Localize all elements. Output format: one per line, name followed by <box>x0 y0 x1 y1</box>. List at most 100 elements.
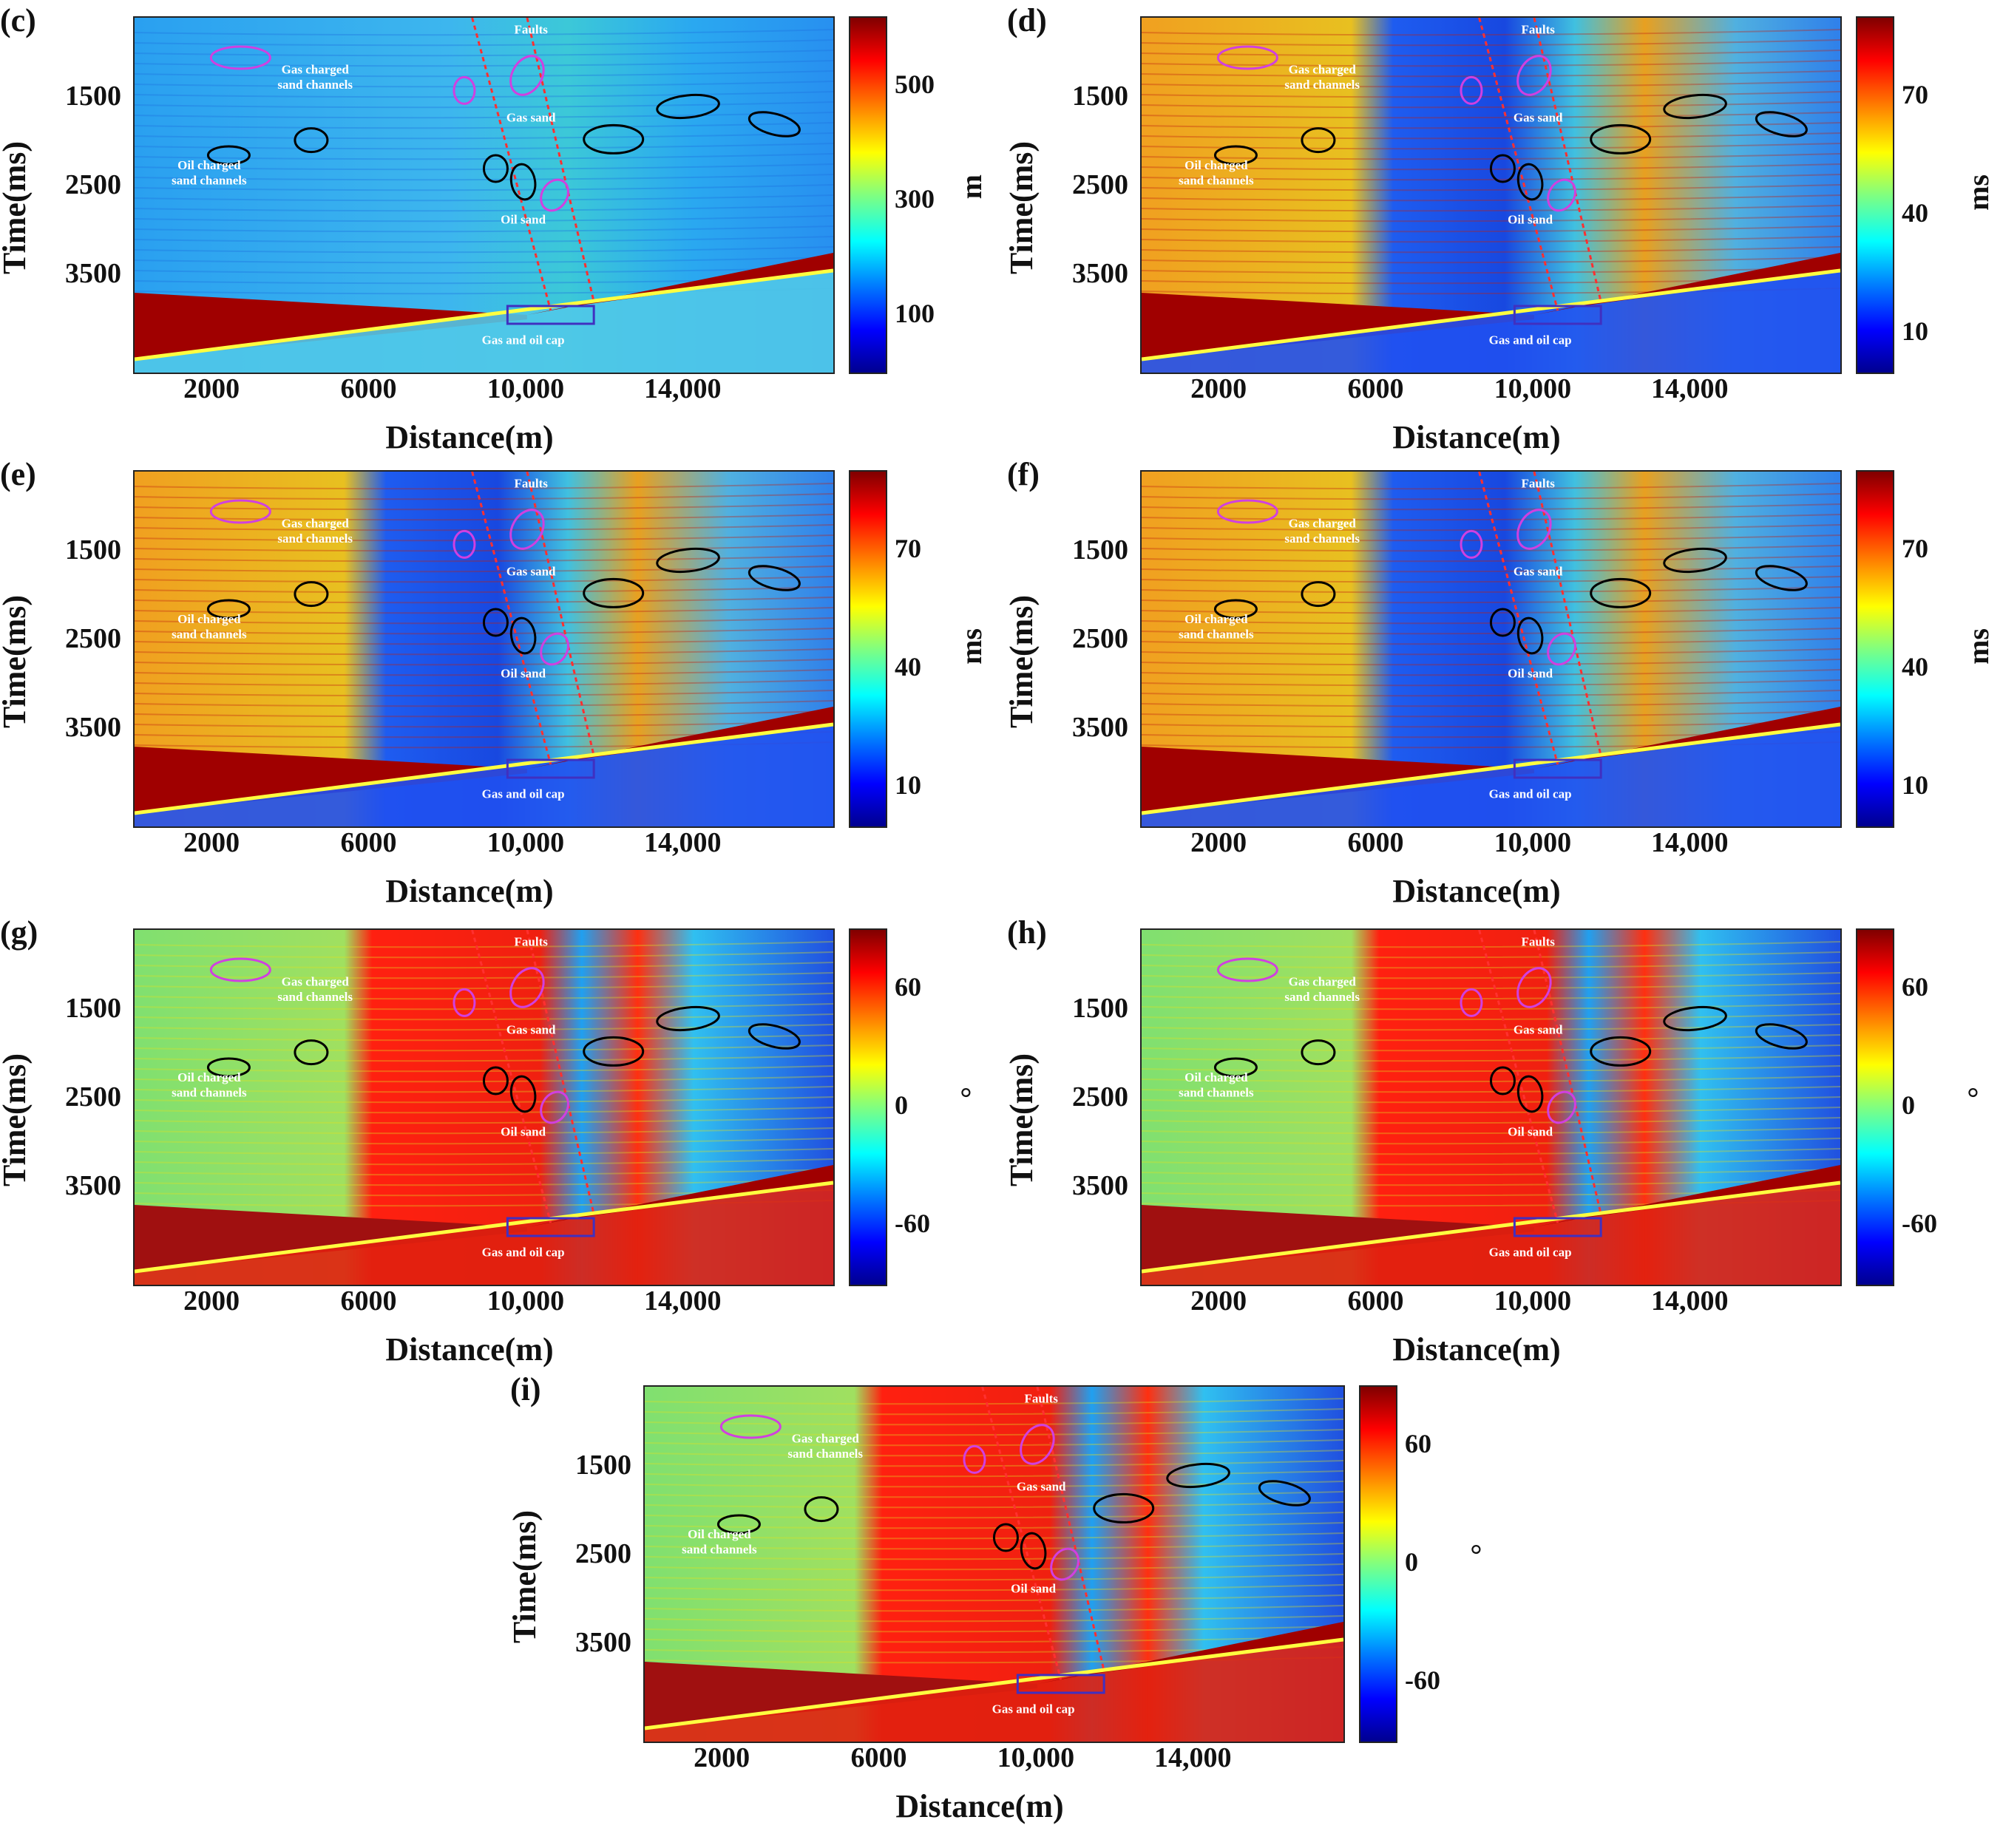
colorbar-unit: ms <box>955 628 988 665</box>
horizon-line <box>1142 1024 1840 1031</box>
horizon-line <box>135 1179 833 1186</box>
colorbar-tick-label: 60 <box>1902 972 1928 1002</box>
highlight-ellipse <box>1166 1462 1230 1489</box>
oil-sand-label: Oil sand <box>1508 1124 1553 1138</box>
highlight-ellipse <box>209 957 271 982</box>
colorbar <box>849 470 887 828</box>
highlight-ellipse <box>294 1039 329 1066</box>
fault-line <box>1478 930 1559 1223</box>
horizon-line <box>135 679 833 687</box>
fault-line <box>471 18 552 311</box>
x-tick-label: 10,000 <box>1494 827 1572 858</box>
horizon-line <box>135 91 833 98</box>
highlight-ellipse <box>1516 967 1552 1008</box>
highlight-ellipse <box>482 1066 509 1095</box>
highlight-ellipse <box>1516 616 1544 655</box>
horizon-line <box>1142 257 1840 264</box>
x-tick-label: 2000 <box>183 1285 240 1317</box>
colorbar-unit: ms <box>1962 628 1995 665</box>
horizon-line <box>645 1450 1343 1457</box>
horizon-line <box>645 1584 1343 1591</box>
lower-zone <box>1142 1183 1840 1285</box>
horizon-line <box>1142 174 1840 181</box>
horizon-line <box>645 1481 1343 1488</box>
highlight-ellipse <box>992 1523 1019 1552</box>
horizon-line <box>1142 576 1840 583</box>
oil-channels-label-2: sand channels <box>682 1543 757 1557</box>
oil-sand-label: Oil sand <box>1508 666 1553 680</box>
highlight-ellipse <box>1258 1480 1311 1506</box>
y-tick-label: 1500 <box>1072 993 1128 1024</box>
y-tick-label: 3500 <box>575 1627 631 1658</box>
gas-sand-label: Gas sand <box>506 110 556 124</box>
highlight-ellipse <box>748 1023 801 1050</box>
horizon-line <box>1142 1127 1840 1135</box>
unconformity <box>1142 722 1840 815</box>
horizon-line <box>135 710 833 718</box>
horizon-line <box>1142 721 1840 728</box>
horizon-line <box>135 690 833 697</box>
x-tick-label: 10,000 <box>1494 1285 1572 1317</box>
colorbar-tick-label: -60 <box>1405 1665 1440 1695</box>
x-tick-label: 2000 <box>694 1742 750 1773</box>
oil-channels-label-1: Oil charged <box>177 1070 241 1084</box>
horizon-line <box>1142 1138 1840 1145</box>
horizon-line <box>135 628 833 635</box>
highlight-ellipse <box>482 154 509 183</box>
colorbar-tick-label: 70 <box>1902 79 1928 109</box>
horizon-line <box>1142 951 1840 959</box>
horizon-line <box>1142 194 1840 202</box>
heatmap-plot: Faults Gas charged sand channels Gas sand Oi… <box>133 470 835 828</box>
gas-sand-label: Gas sand <box>1514 110 1563 124</box>
highlight-ellipse <box>453 988 476 1017</box>
highlight-ellipse <box>1301 1039 1336 1066</box>
y-tick-label: 1500 <box>65 534 121 565</box>
horizon-line <box>1142 628 1840 635</box>
highlight-ellipse <box>1489 1066 1516 1095</box>
y-tick-label: 3500 <box>1072 258 1128 289</box>
oil-channels-label-1: Oil charged <box>1184 1070 1248 1084</box>
horizon-line <box>1142 70 1840 78</box>
gas-sand-label: Gas sand <box>506 564 556 578</box>
highlight-ellipse <box>206 599 251 619</box>
colorbar-unit: m <box>955 174 988 200</box>
panel-label: (h) <box>1007 914 1047 951</box>
y-tick-label: 2500 <box>65 623 121 654</box>
horizon-line <box>135 565 833 573</box>
horizon-line <box>135 721 833 728</box>
y-axis-label: Time(ms) <box>0 1053 33 1187</box>
horizon-line <box>1142 1096 1840 1104</box>
colorbar-tick-label: -60 <box>1902 1209 1937 1238</box>
horizon-line <box>135 483 833 490</box>
horizon-line <box>1142 81 1840 88</box>
oil-channels-label-1: Oil charged <box>1184 158 1248 172</box>
oil-channels-label-1: Oil charged <box>1184 612 1248 626</box>
highlight-ellipse <box>294 581 329 608</box>
horizon-line <box>135 205 833 212</box>
horizon-line <box>135 70 833 78</box>
lower-zone <box>135 724 833 826</box>
highlight-ellipse <box>1516 55 1552 96</box>
panel-label: (c) <box>0 2 36 38</box>
gas-channels-label-2: sand channels <box>1284 990 1360 1004</box>
gas-channels-label-1: Gas charged <box>282 517 350 531</box>
panel-d: (d) Time(ms) Distance(m) 1500 2500 3500 2000 60… <box>1003 2 1998 463</box>
horizon-line <box>135 267 833 274</box>
horizon-line <box>1142 1107 1840 1114</box>
highlight-box <box>506 1217 595 1237</box>
horizon-line <box>135 246 833 254</box>
highlight-box <box>1513 305 1602 325</box>
gas-oil-cap-label: Gas and oil cap <box>482 333 565 347</box>
highlight-ellipse <box>1663 93 1727 120</box>
horizon-line <box>1142 679 1840 687</box>
lower-zone <box>1142 724 1840 826</box>
x-axis-label: Distance(m) <box>1392 873 1561 909</box>
horizon-line <box>645 1501 1343 1509</box>
colorbar-tick-label: -60 <box>895 1209 930 1238</box>
heatmap-plot: Faults Gas charged sand channels Gas sand Oi… <box>1140 470 1842 828</box>
highlight-ellipse <box>1213 1057 1258 1078</box>
